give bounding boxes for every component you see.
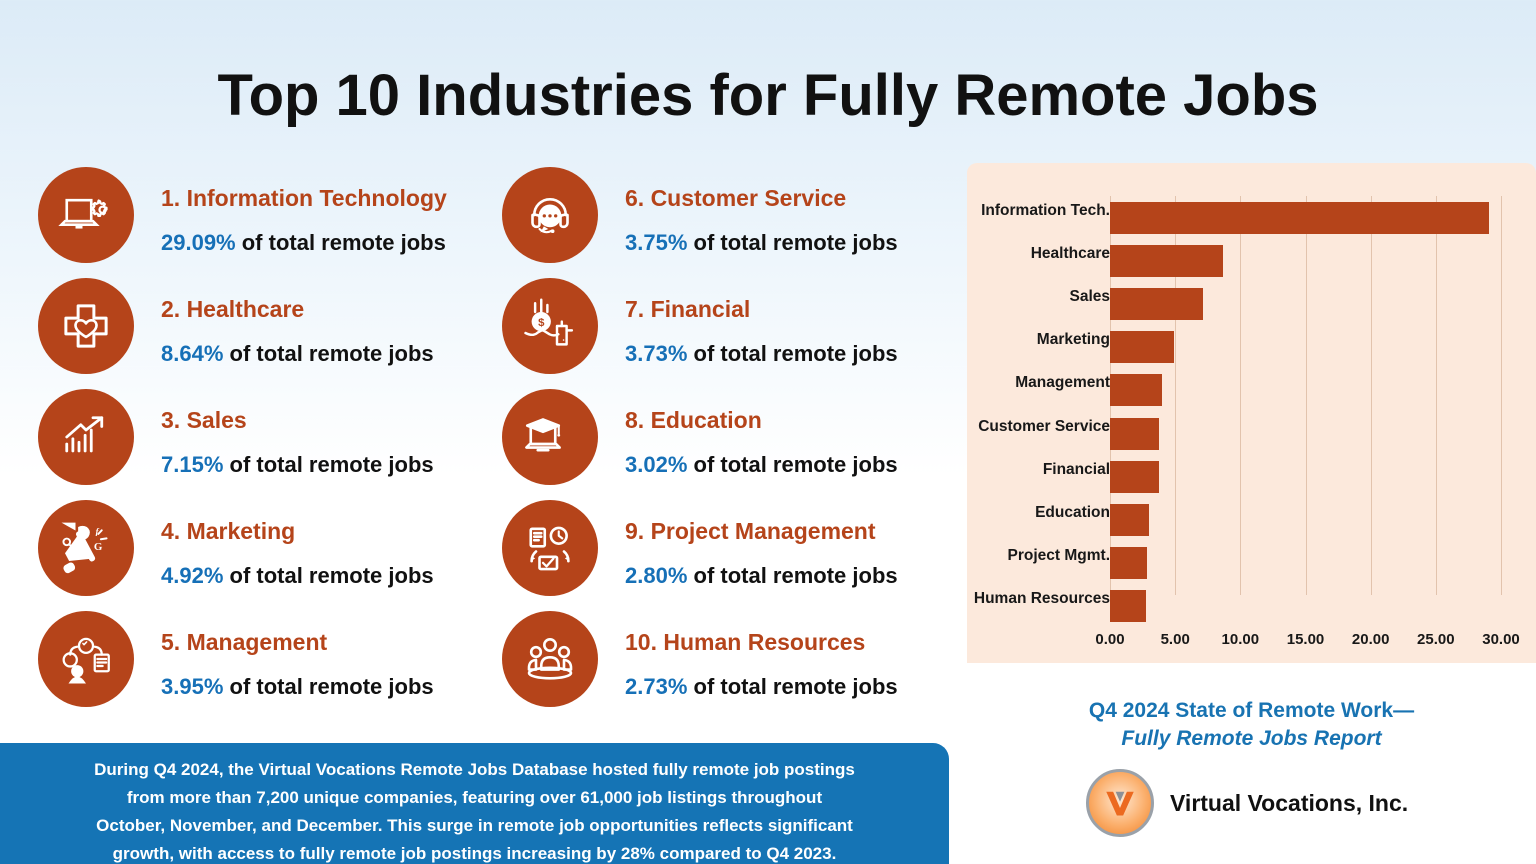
svg-text:$: $ (538, 317, 545, 329)
svg-text:G: G (94, 541, 103, 553)
